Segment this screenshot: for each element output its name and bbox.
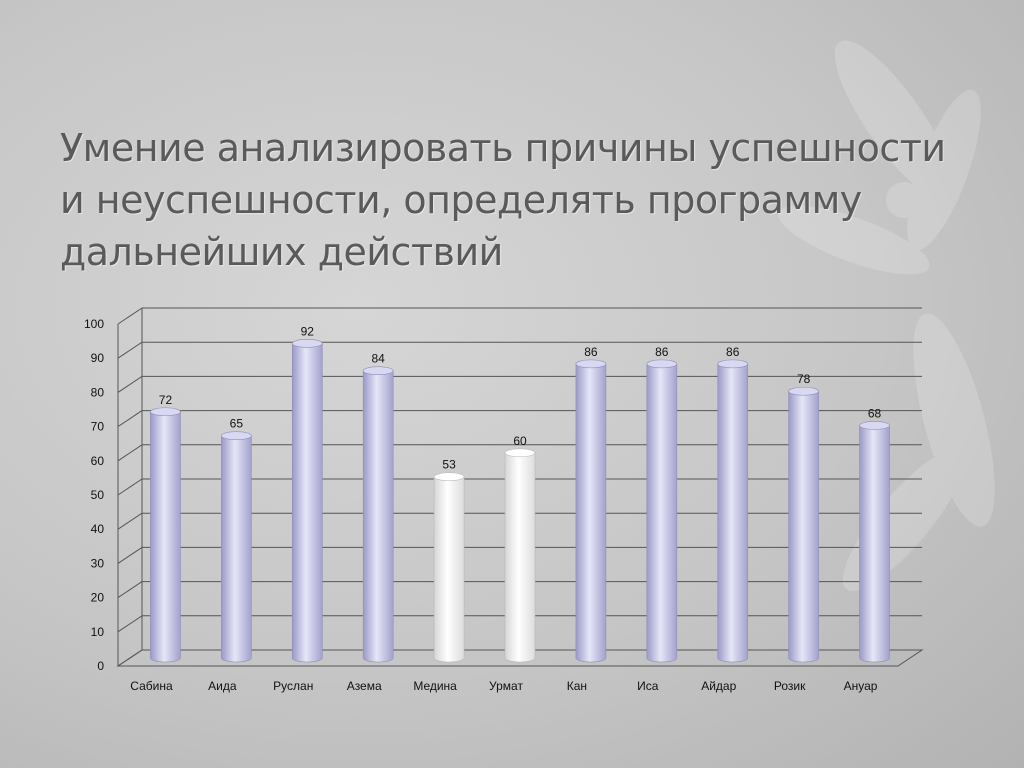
chart-floor: [116, 649, 924, 667]
y-tick-label: 50: [91, 488, 105, 502]
bar-top: [788, 386, 819, 396]
bar-body: [575, 363, 607, 663]
y-tick-label: 10: [91, 625, 105, 639]
data-label: 86: [584, 345, 598, 359]
x-tick-label: Айдар: [701, 679, 736, 693]
bar: [575, 359, 607, 663]
data-label: 60: [513, 434, 527, 448]
bar: [433, 472, 465, 663]
bar: [291, 339, 323, 663]
bar-body: [291, 343, 323, 663]
bar-top: [362, 366, 394, 376]
bar-body: [362, 370, 394, 663]
x-tick-label: Иса: [637, 679, 659, 693]
data-label: 72: [159, 393, 173, 407]
data-label: 84: [372, 352, 386, 366]
y-tick-label: 90: [91, 351, 105, 365]
bar-body: [150, 411, 181, 663]
bar: [859, 421, 890, 663]
gridline-depth: [117, 512, 143, 530]
x-tick-label: Кан: [567, 679, 587, 693]
y-tick-label: 0: [97, 659, 104, 673]
x-tick-label: Аида: [208, 679, 237, 693]
x-tick-label: Урмат: [489, 679, 523, 693]
gridline-depth: [117, 410, 143, 428]
y-tick-label: 40: [91, 522, 105, 536]
gridline-depth: [117, 478, 143, 496]
bar-top: [150, 407, 181, 417]
gridline-depth: [117, 444, 143, 462]
data-label: 65: [230, 417, 244, 431]
bar: [788, 386, 819, 663]
bar-body: [504, 452, 536, 663]
data-label: 53: [442, 458, 456, 472]
bar-top: [504, 448, 536, 458]
x-tick-label: Сабина: [130, 679, 173, 693]
gridline-depth: [117, 307, 143, 325]
slide-title-line: Умение анализировать причины успешности: [60, 126, 946, 170]
bar: [150, 407, 181, 663]
x-tick-label: Розик: [774, 679, 806, 693]
gridline-depth: [117, 615, 143, 633]
gridline-depth: [117, 546, 143, 564]
chart-bars: [150, 339, 890, 663]
bar-top: [575, 359, 607, 369]
data-label: 92: [301, 324, 315, 338]
chart-labels: 0 10 20 30 40 50 60 70 80 90 100 72 Сабина 65 Аида 92 Ру…: [84, 317, 882, 693]
y-tick-label: 100: [84, 317, 104, 331]
floral-background-decoration: [778, 40, 995, 591]
bar-top: [717, 359, 749, 369]
y-tick-label: 80: [91, 385, 105, 399]
bar: [717, 359, 749, 663]
y-tick-label: 20: [91, 591, 105, 605]
bar-body: [433, 476, 465, 663]
bar-body: [859, 425, 890, 663]
data-label: 78: [797, 372, 811, 386]
bar-top: [646, 359, 678, 369]
y-tick-label: 30: [91, 556, 105, 570]
slide-title: Умение анализировать причины успешности …: [60, 122, 990, 278]
y-tick-label: 60: [91, 454, 105, 468]
bar-top: [859, 421, 890, 430]
bar: [362, 366, 394, 663]
bar-body: [788, 390, 819, 663]
x-tick-label: Руслан: [273, 679, 313, 693]
bar: [504, 448, 536, 663]
x-tick-label: Медина: [413, 679, 457, 693]
bar: [646, 359, 678, 663]
bar-body: [221, 435, 252, 663]
bar-top: [291, 339, 323, 348]
data-label: 86: [655, 345, 669, 359]
bar-top: [221, 431, 252, 441]
gridline-depth: [117, 581, 143, 599]
x-tick-label: Азема: [347, 679, 382, 693]
data-label: 68: [868, 406, 882, 420]
bar-body: [717, 363, 749, 663]
bar: [221, 431, 252, 663]
bar-body: [646, 363, 678, 663]
slide-title-line: дальнейших действий: [60, 230, 503, 274]
slide-title-line: и неуспешности, определять программу: [60, 178, 862, 222]
bar-top: [433, 472, 465, 482]
y-tick-label: 70: [91, 420, 105, 434]
gridline-depth: [117, 375, 143, 393]
x-tick-label: Ануар: [844, 679, 878, 693]
gridline-depth: [117, 341, 143, 359]
data-label: 86: [726, 345, 740, 359]
